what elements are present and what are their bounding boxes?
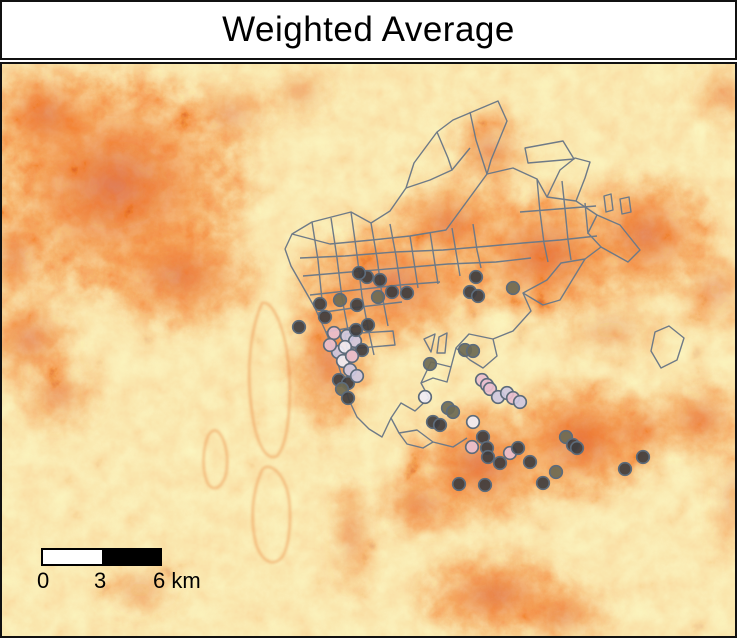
sample-point	[617, 461, 633, 477]
district-boundary	[469, 111, 488, 175]
district-boundary	[596, 214, 641, 263]
sample-point	[465, 343, 481, 359]
scale-label-0: 0	[37, 568, 50, 593]
sample-point	[291, 319, 307, 335]
sample-point	[512, 394, 528, 410]
district-boundary	[409, 235, 419, 289]
sample-point	[569, 440, 585, 456]
island-outline	[202, 429, 229, 490]
sample-point	[451, 476, 467, 492]
sample-point	[510, 440, 526, 456]
district-boundary	[350, 211, 375, 356]
district-boundary	[603, 193, 614, 213]
sample-point	[477, 477, 493, 493]
sample-points	[291, 265, 651, 493]
sample-point	[548, 464, 564, 480]
sample-point	[445, 404, 461, 420]
map-canvas	[2, 64, 735, 636]
scale-bar-rect	[41, 548, 162, 566]
sample-point	[522, 454, 538, 470]
sample-point	[465, 414, 481, 430]
sample-point	[635, 449, 651, 465]
sample-point	[332, 292, 348, 308]
district-boundary	[309, 281, 441, 296]
district-boundary	[420, 366, 452, 384]
scale-bar-labels: 0 3 6 km	[37, 568, 201, 594]
district-boundaries	[284, 100, 685, 449]
scale-bar-segment-black	[101, 550, 160, 564]
sample-point	[344, 348, 360, 364]
district-boundary	[536, 178, 549, 263]
scale-bar-segment-white	[43, 550, 102, 564]
district-boundary	[429, 231, 439, 285]
sample-point	[535, 475, 551, 491]
sample-point	[360, 317, 376, 333]
district-boundary	[522, 235, 598, 244]
district-boundary	[389, 223, 402, 291]
sample-point	[372, 272, 388, 288]
sample-point	[317, 309, 333, 325]
district-boundary	[311, 221, 323, 301]
sample-point	[470, 288, 486, 304]
district-boundary	[436, 131, 453, 171]
map-panel: 0 3 6 km	[0, 62, 737, 638]
island-outline	[251, 465, 292, 564]
district-boundary	[546, 157, 591, 202]
island-outline	[248, 301, 291, 459]
district-boundary	[436, 332, 448, 354]
sample-point	[312, 296, 328, 312]
scale-label-3: 3	[94, 568, 107, 593]
sample-point	[340, 390, 356, 406]
sample-point	[348, 322, 364, 338]
river-island-outlines	[202, 301, 292, 564]
sample-point	[326, 325, 342, 341]
district-boundary	[405, 147, 471, 189]
district-boundary	[284, 100, 602, 448]
scale-bar: 0 3 6 km	[37, 548, 201, 594]
district-boundary	[519, 205, 597, 213]
sample-point	[349, 297, 365, 313]
district-boundary	[299, 242, 524, 259]
district-boundary	[302, 257, 532, 277]
sample-point	[351, 265, 367, 281]
district-boundary	[561, 180, 572, 261]
sample-point	[399, 285, 415, 301]
sample-point	[322, 337, 338, 353]
sample-point	[422, 356, 438, 372]
district-boundary	[423, 333, 436, 353]
figure-title-bar: Weighted Average	[0, 0, 737, 60]
sample-point	[417, 389, 433, 405]
district-boundary	[472, 223, 482, 269]
sample-point	[384, 284, 400, 300]
sample-point	[492, 455, 508, 471]
scale-label-6: 6 km	[153, 568, 201, 593]
sample-point	[468, 269, 484, 285]
district-boundary	[619, 196, 632, 215]
sample-point	[480, 449, 496, 465]
district-boundary	[650, 325, 685, 369]
district-boundary	[451, 227, 461, 277]
district-boundary	[584, 202, 589, 235]
sample-point	[349, 368, 365, 384]
district-boundary	[291, 173, 488, 245]
sample-point	[370, 289, 386, 305]
sample-point	[505, 280, 521, 296]
district-boundary	[398, 432, 434, 449]
district-boundary	[522, 258, 586, 306]
sample-point	[464, 439, 480, 455]
figure-title: Weighted Average	[222, 10, 515, 49]
sample-point	[432, 417, 448, 433]
district-boundary	[330, 217, 349, 331]
